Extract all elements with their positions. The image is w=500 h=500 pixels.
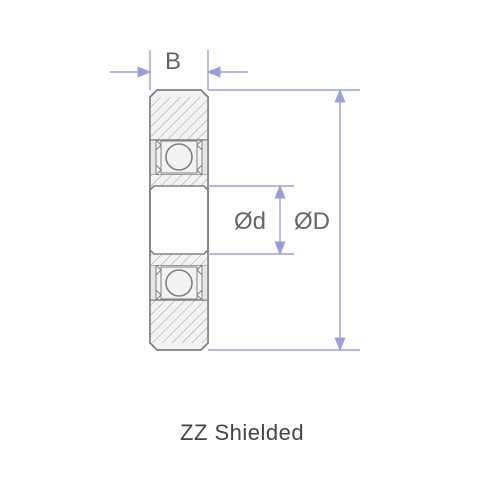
caption: ZZ Shielded (180, 420, 304, 446)
label-bore-diameter: Ød (234, 208, 266, 236)
diagram-canvas: B Ød ØD ZZ Shielded (0, 0, 500, 500)
label-width-B: B (165, 48, 181, 76)
label-outer-diameter: ØD (294, 208, 330, 236)
